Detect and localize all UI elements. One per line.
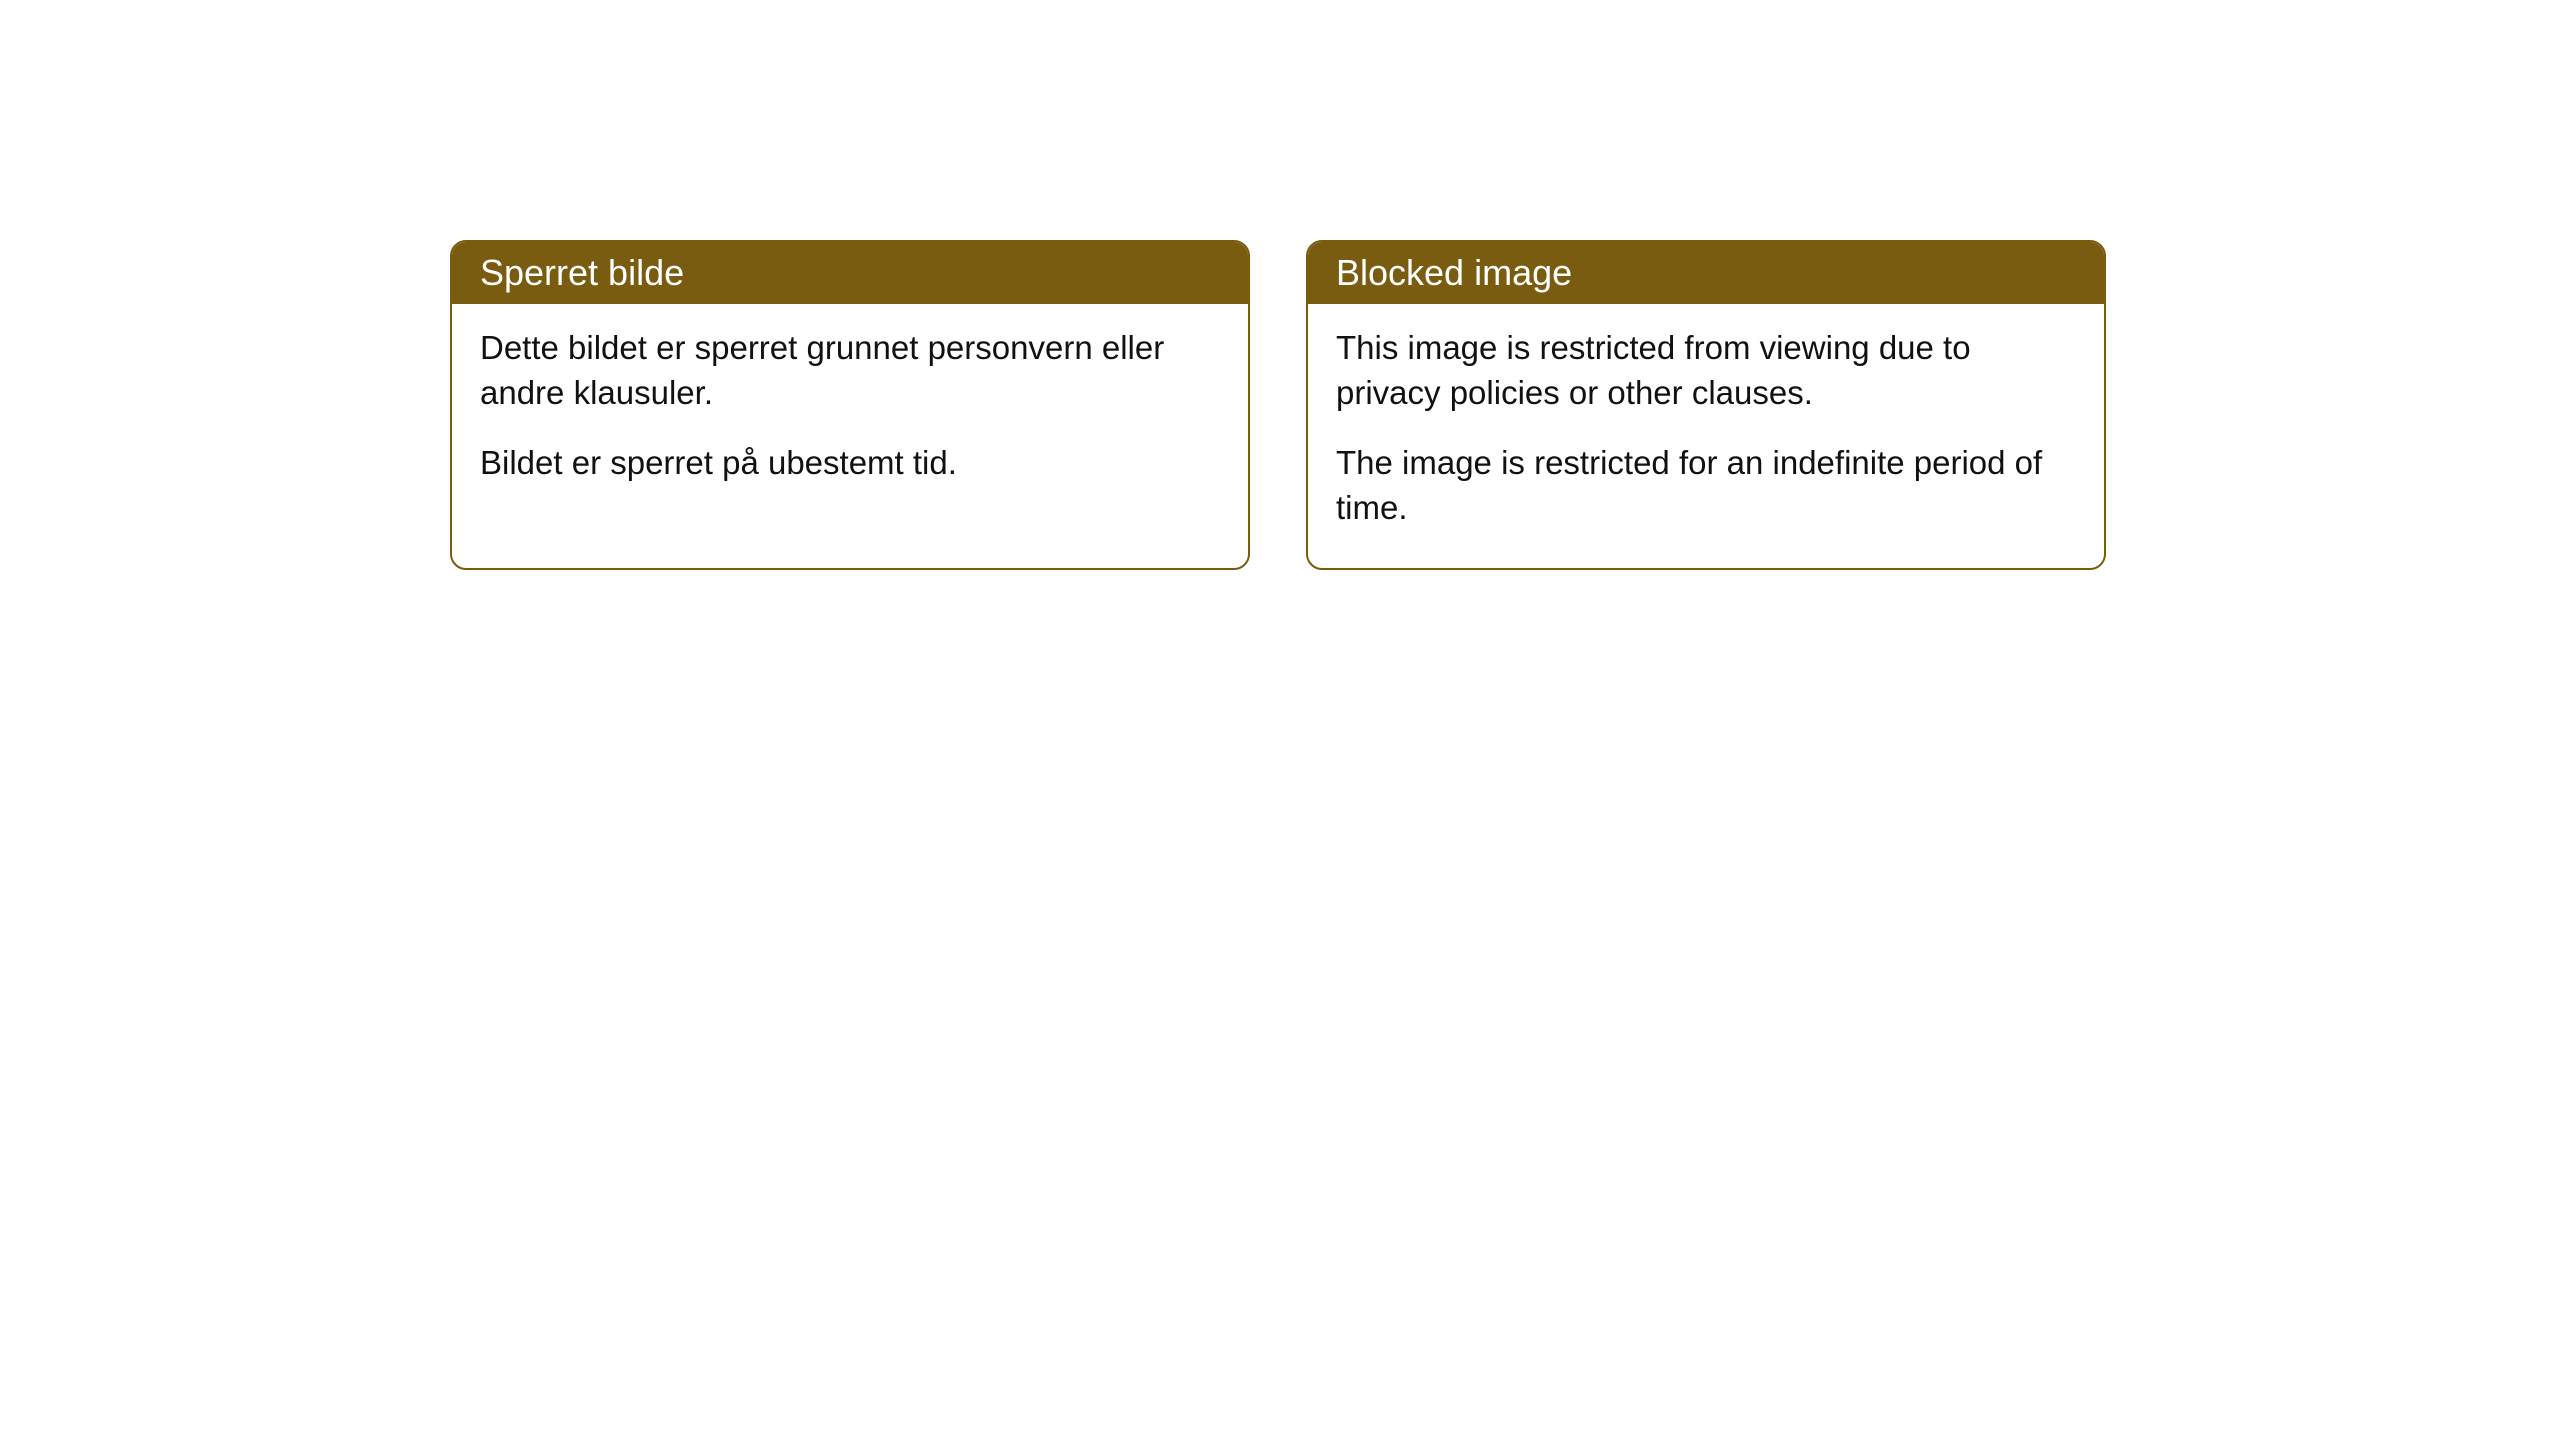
card-header: Blocked image — [1308, 242, 2104, 304]
card-paragraph: The image is restricted for an indefinit… — [1336, 441, 2076, 530]
notice-cards-container: Sperret bilde Dette bildet er sperret gr… — [450, 240, 2106, 570]
blocked-image-card-norwegian: Sperret bilde Dette bildet er sperret gr… — [450, 240, 1250, 570]
card-paragraph: Bildet er sperret på ubestemt tid. — [480, 441, 1220, 486]
card-header: Sperret bilde — [452, 242, 1248, 304]
card-body: Dette bildet er sperret grunnet personve… — [452, 304, 1248, 524]
card-title: Sperret bilde — [480, 252, 684, 293]
card-paragraph: This image is restricted from viewing du… — [1336, 326, 2076, 415]
blocked-image-card-english: Blocked image This image is restricted f… — [1306, 240, 2106, 570]
card-paragraph: Dette bildet er sperret grunnet personve… — [480, 326, 1220, 415]
card-title: Blocked image — [1336, 252, 1572, 293]
card-body: This image is restricted from viewing du… — [1308, 304, 2104, 568]
